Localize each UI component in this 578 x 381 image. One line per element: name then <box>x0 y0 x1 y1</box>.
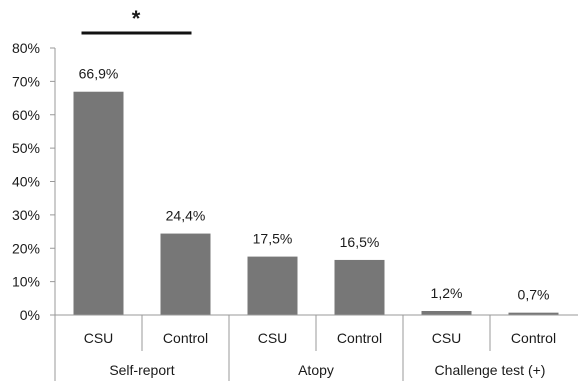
x-category-label: CSU <box>432 330 462 346</box>
x-group-label: Challenge test (+) <box>435 362 546 378</box>
y-tick-label: 70% <box>12 73 40 89</box>
bar <box>160 233 211 315</box>
x-category-label: CSU <box>84 330 114 346</box>
y-axis: 0% 10% 20% 30% 40% 50% 60% 70% 80% <box>12 40 56 323</box>
bar <box>508 312 559 315</box>
x-group-label: Atopy <box>298 362 334 378</box>
bar-value-label: 66,9% <box>79 66 119 82</box>
bar <box>73 91 124 315</box>
bar-value-label: 0,7% <box>518 287 550 303</box>
x-group-label: Self-report <box>109 362 174 378</box>
bar <box>247 256 298 315</box>
y-tick-label: 30% <box>12 207 40 223</box>
bar <box>334 259 385 315</box>
x-category-label: Control <box>337 330 382 346</box>
bar-value-label: 16,5% <box>340 234 380 250</box>
bar-value-label: 1,2% <box>431 285 463 301</box>
y-tick-label: 0% <box>20 307 40 323</box>
y-tick-label: 40% <box>12 174 40 190</box>
y-tick-label: 20% <box>12 240 40 256</box>
bars: 66,9% 24,4% 17,5% 16,5% 1,2% 0,7% <box>73 66 559 315</box>
bar <box>421 310 472 315</box>
x-category-label: CSU <box>258 330 288 346</box>
y-tick-label: 60% <box>12 107 40 123</box>
bar-value-label: 24,4% <box>166 208 206 224</box>
significance-marker: * <box>81 6 192 35</box>
significance-asterisk: * <box>132 6 141 31</box>
y-tick-label: 80% <box>12 40 40 56</box>
y-tick-label: 10% <box>12 274 40 290</box>
y-tick-label: 50% <box>12 140 40 156</box>
x-category-label: Control <box>163 330 208 346</box>
bar-value-label: 17,5% <box>253 231 293 247</box>
x-category-label: Control <box>511 330 556 346</box>
